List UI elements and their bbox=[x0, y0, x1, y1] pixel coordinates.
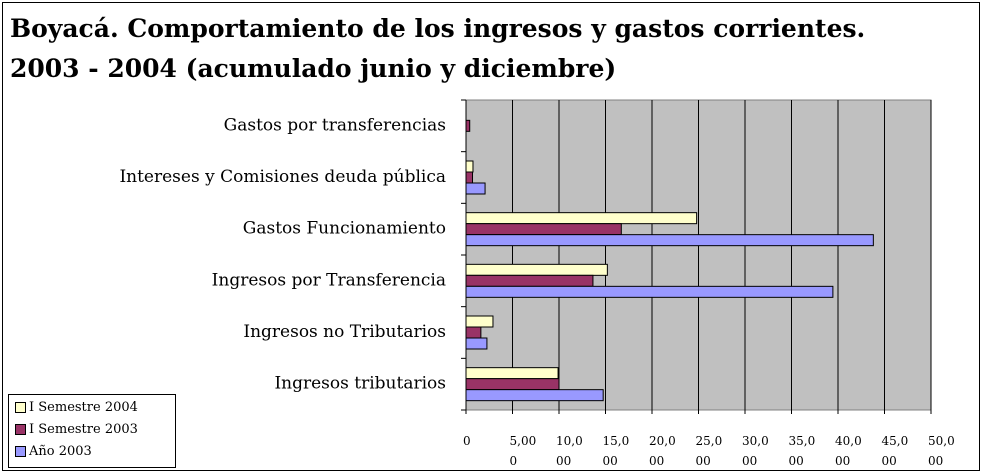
x-tick-label: 5,000 bbox=[509, 434, 537, 468]
chart-title: Boyacá. Comportamiento de los ingresos y… bbox=[10, 14, 866, 43]
bar bbox=[465, 234, 874, 247]
x-tick-label: 45,000 bbox=[881, 434, 909, 468]
bar bbox=[465, 119, 471, 132]
bar bbox=[465, 171, 474, 184]
chart-title: 2003 - 2004 (acumulado junio y diciembre… bbox=[10, 54, 617, 83]
legend-swatch bbox=[15, 446, 26, 457]
bar bbox=[465, 326, 482, 339]
y-tick-label: Intereses y Comisiones deuda pública bbox=[119, 167, 446, 187]
bar bbox=[465, 160, 474, 173]
y-tick-label: Gastos Funcionamiento bbox=[243, 219, 446, 239]
x-tick-label: 40,000 bbox=[835, 434, 862, 468]
bar bbox=[465, 212, 698, 225]
y-tick-label: Ingresos por Transferencia bbox=[212, 270, 446, 290]
x-tick-label: 35,000 bbox=[788, 434, 816, 468]
x-tick-label: 30,000 bbox=[742, 434, 769, 468]
legend-item: I Semestre 2003 bbox=[15, 422, 138, 437]
y-tick-label: Ingresos no Tributarios bbox=[243, 322, 446, 342]
legend-label: I Semestre 2003 bbox=[29, 422, 138, 437]
legend: I Semestre 2004 I Semestre 2003 Año 2003 bbox=[8, 394, 176, 468]
x-tick-label: 10,000 bbox=[556, 434, 583, 468]
legend-item: I Semestre 2004 bbox=[15, 400, 138, 415]
x-tick-label: 20,000 bbox=[649, 434, 676, 468]
y-tick-label: Gastos por transferencias bbox=[224, 115, 446, 135]
x-tick-label: 25,000 bbox=[695, 434, 723, 468]
legend-label: Año 2003 bbox=[29, 444, 92, 459]
bar bbox=[465, 223, 622, 236]
y-tick-label: Ingresos tributarios bbox=[274, 374, 446, 394]
x-tick-label: 15,000 bbox=[602, 434, 630, 468]
bar bbox=[465, 315, 494, 328]
legend-label: I Semestre 2004 bbox=[29, 400, 138, 415]
bar bbox=[465, 274, 594, 287]
legend-swatch bbox=[15, 424, 26, 435]
x-tick-label: 50,000 bbox=[928, 434, 955, 468]
bar bbox=[465, 263, 608, 276]
bar bbox=[465, 389, 604, 402]
legend-item: Año 2003 bbox=[15, 444, 92, 459]
bar bbox=[465, 182, 486, 195]
legend-swatch bbox=[15, 402, 26, 413]
bar bbox=[465, 285, 834, 298]
bar bbox=[465, 378, 560, 391]
bar bbox=[465, 367, 559, 380]
x-tick-label: 0 bbox=[463, 434, 471, 448]
bar bbox=[465, 337, 488, 350]
